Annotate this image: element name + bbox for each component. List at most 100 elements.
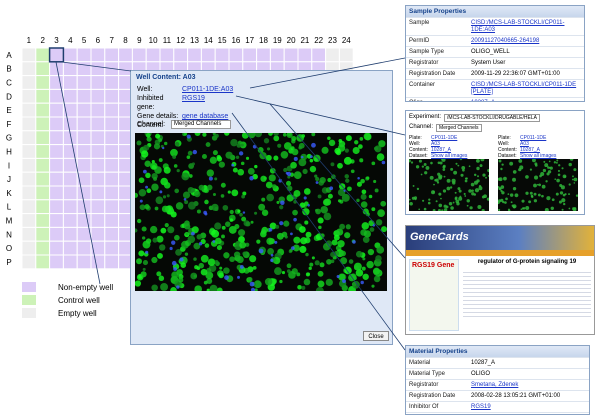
- property-label: Registrator: [409, 381, 439, 388]
- cell: [283, 220, 290, 227]
- microscopy-image: [135, 133, 387, 291]
- channel-select[interactable]: Merged Channels: [436, 124, 482, 132]
- cell: [284, 235, 288, 239]
- well: [104, 226, 120, 242]
- cell: [261, 209, 269, 217]
- well: [214, 47, 230, 63]
- cell: [266, 237, 274, 245]
- cell: [232, 167, 238, 173]
- cell: [322, 198, 330, 206]
- cell: [466, 204, 469, 207]
- cell: [293, 236, 301, 244]
- thumbnail[interactable]: [407, 157, 491, 213]
- well[interactable]: [49, 47, 64, 63]
- cell: [501, 191, 505, 195]
- cell: [547, 170, 552, 174]
- close-button[interactable]: Close: [363, 331, 389, 341]
- cell: [241, 194, 245, 199]
- thumbnail[interactable]: [496, 157, 579, 213]
- cell: [561, 198, 566, 203]
- well: [49, 88, 64, 104]
- cell: [161, 205, 169, 213]
- field-value[interactable]: gene database: [182, 113, 229, 120]
- cell: [458, 189, 462, 193]
- well: [35, 61, 51, 77]
- row-label: H: [6, 148, 12, 157]
- field-value[interactable]: RGS19: [182, 95, 205, 102]
- cell: [439, 161, 443, 165]
- experiment-select[interactable]: /MCS-LAB-STOCKLI/DRUGABLE/HELA: [444, 114, 540, 122]
- well: [49, 144, 64, 159]
- cell: [521, 199, 525, 203]
- cell: [274, 267, 282, 275]
- legend-swatch: [22, 308, 36, 318]
- cell: [218, 161, 225, 168]
- cell: [176, 169, 180, 173]
- cell: [156, 235, 164, 243]
- well: [35, 47, 51, 63]
- well: [90, 185, 106, 201]
- cell: [266, 193, 275, 202]
- well: [35, 157, 51, 173]
- cell: [532, 158, 536, 163]
- cell: [304, 237, 311, 244]
- well: [90, 144, 106, 159]
- cell: [555, 161, 558, 164]
- cell: [142, 236, 146, 240]
- cell: [498, 187, 502, 191]
- cell: [315, 208, 321, 215]
- cell: [234, 224, 240, 230]
- property-value[interactable]: RGS19: [471, 403, 491, 410]
- cell: [561, 208, 564, 211]
- cell: [327, 193, 333, 199]
- cell: [533, 183, 537, 188]
- panel-row: Dataset: Show all images: [498, 153, 581, 159]
- property-row: Material Type OLIGO: [406, 368, 589, 379]
- well: [90, 116, 106, 132]
- well: [62, 254, 78, 270]
- nucleus: [274, 240, 278, 244]
- cell: [196, 234, 202, 240]
- cell: [293, 189, 301, 197]
- gene-description: regulator of G-protein signaling 19: [477, 259, 577, 265]
- cell: [144, 160, 151, 167]
- cell: [211, 229, 220, 238]
- cell: [135, 228, 138, 233]
- cell: [533, 199, 538, 203]
- property-value[interactable]: 20091127040665-264198: [471, 37, 540, 44]
- cell: [518, 168, 522, 172]
- cell: [252, 265, 257, 270]
- nucleus: [300, 155, 304, 159]
- cell: [314, 260, 320, 266]
- well: [21, 213, 37, 228]
- cell: [214, 133, 219, 138]
- cell: [408, 198, 411, 201]
- cell: [155, 196, 164, 205]
- property-value[interactable]: Smetana, Zdenek: [471, 381, 519, 388]
- property-value[interactable]: 10287_A: [471, 100, 495, 102]
- cell: [509, 161, 514, 166]
- nucleus: [293, 156, 298, 161]
- cell: [182, 191, 191, 199]
- field-value[interactable]: CP011-1DE:A03: [182, 86, 234, 93]
- well: [62, 61, 78, 77]
- nucleus: [270, 258, 274, 262]
- channel-select[interactable]: Merged Channels: [171, 120, 231, 129]
- cell: [562, 174, 567, 179]
- well: [21, 47, 37, 63]
- property-row: Registration Date 2008-02-28 13:05:21 GMT…: [406, 390, 589, 401]
- cell: [238, 229, 246, 237]
- cell: [221, 225, 226, 230]
- property-value[interactable]: CISD:/MCS-LAB-STOCKLI/CP011-1DE [PLATE]: [471, 81, 577, 95]
- nucleus: [143, 169, 147, 174]
- well: [35, 226, 51, 242]
- field-row: Well: CP011-1DE:A03: [137, 85, 387, 94]
- field-label: Content:: [137, 122, 164, 129]
- cell: [245, 221, 251, 227]
- property-row: Nucleotide SequenceTTATATGTTCATGAACTTTAA: [406, 412, 589, 414]
- cell: [339, 223, 346, 230]
- cell: [151, 183, 159, 191]
- property-value[interactable]: CISD:/MCS-LAB-STOCKLI/CP011-1DE:A03: [471, 19, 565, 33]
- well: [35, 254, 51, 270]
- nucleus: [342, 279, 346, 284]
